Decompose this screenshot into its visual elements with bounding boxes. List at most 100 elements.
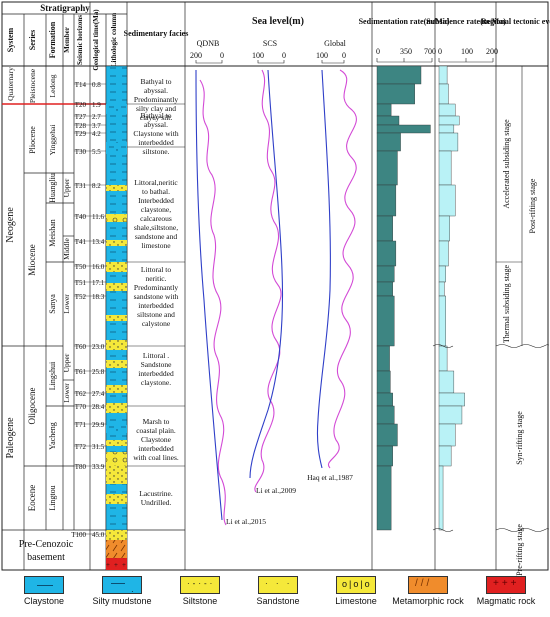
sedimentation-rate-bar [376,132,401,152]
sedimentation-rate-bar [376,465,392,531]
stratigraphy-header: Stratigraphy [40,3,90,13]
legend-silty-mudstone-label: Silty mudstone [92,596,152,606]
system-basement-line2: basement [27,552,65,563]
silty-mudstone-swatch: · [102,576,142,594]
subsidence-rate-bar [438,345,448,372]
subsidence-rate-bar [438,370,455,394]
qdnb-tick-0: 0 [220,51,224,60]
horizon-label: T72 [75,443,87,451]
legend-magmatic-label: Magmatic rock [476,596,536,606]
subsidence-rate-bar [438,281,445,297]
facies-list: Bathyal to abyssal. Predominantly silty cla… [133,77,179,507]
horizon-age: 28.4 [92,403,105,411]
horizon-list: T14 0.8 T20 1.9 T27 2.7 T28 3.7 T29 4.2 T30 5.5 T31 8… [71,81,106,539]
legend-claystone-label: Claystone [23,596,65,606]
sedimentation-rate-bar [376,215,393,242]
formation-lingshui: Lingshui [48,361,57,390]
sealevel-header: Sea level(m) [252,16,304,27]
curve-label-haq1987: Haq et al.,1987 [307,473,353,482]
tectonic-synrifting: Syn-rifting stage [515,411,524,465]
sedimentation-rate-bar [376,184,397,217]
horizon-age: 0.8 [92,81,101,89]
global-tick-0: 0 [342,51,346,60]
subsidence-rate-bar [438,405,463,425]
horizon-label: T100 [71,531,86,539]
sealevel-curves [195,69,357,526]
subsidence-rate-bar [438,115,460,126]
system-header: System [6,27,15,52]
horizon-age: 1.9 [92,101,101,109]
horizon-label: T28 [75,122,87,130]
series-eocene: Eocene [27,485,37,511]
scs-label: SCS [263,39,277,48]
sedimentation-rate-bar [376,115,400,126]
subsidence-rate-bar [438,465,444,531]
horizon-label: T41 [75,238,87,246]
scs-magenta-curve [254,69,282,493]
formation-yinggehai: Yinggehai [48,125,57,156]
horizon-label: T31 [75,182,87,190]
sub-tick-0: 0 [438,47,442,56]
tectonic-prerifting: Pre-rifting stage [515,524,524,576]
legend-metamorphic-label: Metamorphic rock [392,596,464,606]
member-middle: Middle [62,237,71,259]
subsidence-rate-bar [438,103,456,117]
legend: Claystone · Silty mudstone ·-·-· Siltsto… [0,574,550,612]
sedrate-header: Sedimentation rate(m/Ma) [359,17,450,26]
global-blue-curve [316,69,331,469]
horizon-age: 25.8 [92,368,105,376]
claystone-swatch [24,576,64,594]
horizon-age: 31.5 [92,443,105,451]
legend-metamorphic: /// Metamorphic rock [388,574,468,606]
facies-5: Littoral . Sandstone interbedded claystone. [138,351,174,387]
horizon-age: 16.0 [92,263,105,271]
subsidence-rate-bar [438,240,449,267]
facies-6: Marsh to coastal plain. Claystone interbedd… [133,417,179,462]
subsidence-rate-bar [438,124,455,134]
qdnb-magenta-curve [199,79,227,526]
horizon-age: 33.9 [92,463,105,471]
subsidence-rate-bar [438,445,452,467]
scs-tick-100: 100 [252,51,264,60]
horizon-age: 4.2 [92,130,101,138]
lithologic-column [105,65,128,570]
horizon-age: 18.3 [92,293,105,301]
horizon-label: T51 [75,279,87,287]
formation-ledong: Ledong [48,74,57,97]
horizon-age: 2.7 [92,113,101,121]
global-tick-100: 100 [316,51,328,60]
sedimentation-rate-bar [376,295,395,347]
horizon-age: 8.2 [92,182,101,190]
sedimentation-rate-bar [376,83,415,105]
formation-meishan: Meishan [48,219,57,247]
qdnb-blue-curve [195,69,223,521]
facies-7: Lacustrine. Undrilled. [139,489,173,507]
series-pleistocene: Pleistocene [28,68,37,103]
sedimentation-rate-chart [376,65,431,531]
horizon-age: 27.4 [92,390,105,398]
member-upper-1: Upper [62,178,71,197]
tectonic-header: Regional tectonic events [481,17,550,26]
system-basement-line1: Pre-Cenozoic [19,539,74,550]
horizon-age: 29.9 [92,421,105,429]
horizon-label: T60 [75,343,87,351]
horizon-age: 13.4 [92,238,105,246]
sedimentation-rate-bar [376,240,397,267]
subsidence-rate-bar [438,65,448,85]
scs-blue-curve [249,69,284,479]
horizon-age: 3.7 [92,122,101,130]
horizon-age: 11.6 [92,213,104,221]
sedimentation-rate-bar [376,370,391,394]
horizon-label: T29 [75,130,87,138]
geotime-header: Geological time(Ma) [92,9,100,71]
horizon-label: T27 [75,113,87,121]
subsidence-rate-bar [438,83,449,105]
subsidence-rate-bar [438,265,446,283]
subsidence-rate-bar [438,150,452,186]
horizon-label: T70 [75,403,87,411]
subsidence-rate-bar [438,392,465,407]
member-upper-2: Upper [62,353,71,372]
horizon-age: 17.1 [92,279,105,287]
sed-tick-0: 0 [376,47,380,56]
